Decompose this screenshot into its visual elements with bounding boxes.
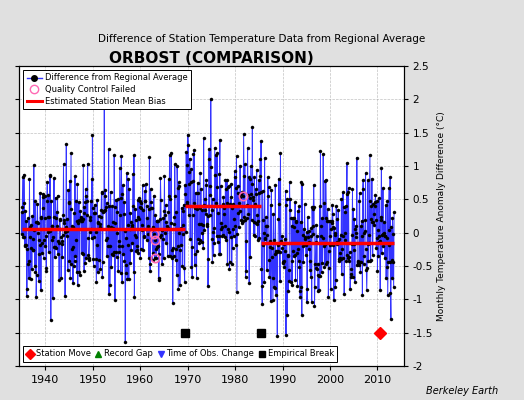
Title: ORBOST (COMPARISON): ORBOST (COMPARISON) [109,51,314,66]
Text: Difference of Station Temperature Data from Regional Average: Difference of Station Temperature Data f… [99,34,425,44]
Y-axis label: Monthly Temperature Anomaly Difference (°C): Monthly Temperature Anomaly Difference (… [437,111,446,321]
Legend: Station Move, Record Gap, Time of Obs. Change, Empirical Break: Station Move, Record Gap, Time of Obs. C… [24,346,337,362]
Text: Berkeley Earth: Berkeley Earth [425,386,498,396]
